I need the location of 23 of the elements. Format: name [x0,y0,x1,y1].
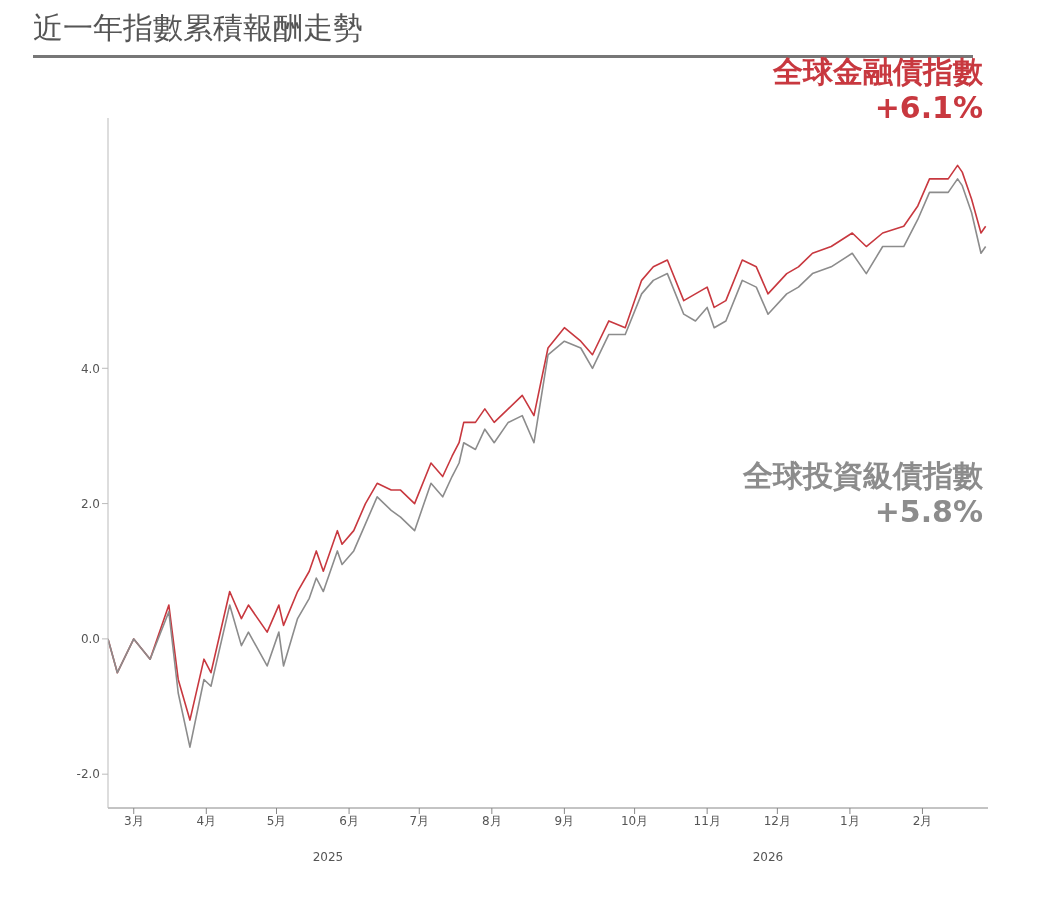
x-tick-label: 10月 [620,813,649,828]
x-tick-label: 4月 [196,813,217,828]
y-tick-label: 2.0 [80,496,100,511]
x-tick-label: 3月 [123,813,144,828]
y-tick-label: -2.0 [76,767,100,782]
x-tick-label: 2月 [912,813,933,828]
chart-title: 近一年指數累積報酬走勢 [33,10,363,45]
x-tick-label: 12月 [763,813,791,828]
text: 全球投資級債指數 [743,458,983,494]
x-tick-label: 7月 [409,813,430,828]
text: 全球金融債指數 [773,54,983,90]
y-tick-label: 4.0 [80,361,100,376]
annotation: +6.1% [873,90,983,126]
x-tick-label: 11月 [693,813,721,828]
annotation: +5.8% [873,494,983,530]
x-tick-label: 8月 [482,813,502,828]
x-tick-label: 1月 [840,813,860,828]
y-tick-label: 0.0 [80,632,100,647]
text: 2026 [752,850,784,864]
x-tick-label: 6月 [339,813,359,828]
x-tick-label: 9月 [554,813,575,828]
text: 2025 [312,850,344,864]
x-tick-label: 5月 [266,813,287,828]
